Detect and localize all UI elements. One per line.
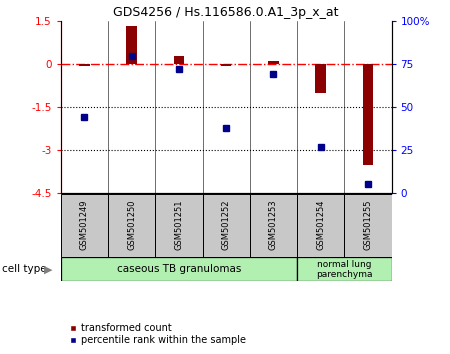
Bar [250, 194, 297, 257]
Bar [344, 194, 392, 257]
Legend: transformed count, percentile rank within the sample: transformed count, percentile rank withi… [66, 319, 250, 349]
Text: normal lung
parenchyma: normal lung parenchyma [316, 260, 373, 279]
Text: GSM501252: GSM501252 [221, 200, 230, 250]
Text: ▶: ▶ [44, 264, 53, 274]
Bar [155, 194, 202, 257]
Title: GDS4256 / Hs.116586.0.A1_3p_x_at: GDS4256 / Hs.116586.0.A1_3p_x_at [113, 6, 339, 19]
Bar [61, 194, 108, 257]
Bar [315, 64, 326, 93]
Text: GSM501250: GSM501250 [127, 200, 136, 250]
Text: GSM501249: GSM501249 [80, 200, 89, 250]
Bar [363, 64, 373, 165]
Bar [61, 257, 297, 281]
Bar [174, 56, 184, 64]
Bar [126, 27, 137, 64]
Bar [202, 194, 250, 257]
Bar [108, 194, 155, 257]
Text: GSM501255: GSM501255 [364, 200, 373, 250]
Bar [297, 257, 392, 281]
Text: caseous TB granulomas: caseous TB granulomas [117, 264, 241, 274]
Text: cell type: cell type [2, 264, 47, 274]
Text: GSM501251: GSM501251 [175, 200, 184, 250]
Text: GSM501254: GSM501254 [316, 200, 325, 250]
Bar [79, 64, 90, 65]
Bar [221, 64, 231, 65]
Bar [268, 61, 279, 64]
Bar [297, 194, 344, 257]
Text: GSM501253: GSM501253 [269, 200, 278, 251]
